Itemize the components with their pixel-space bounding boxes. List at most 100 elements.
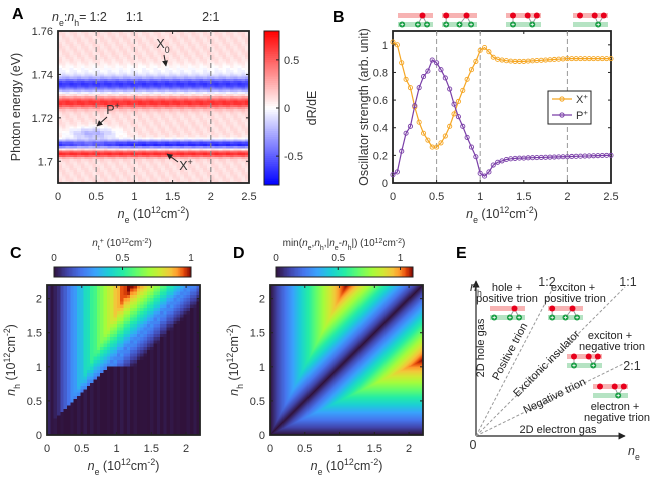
data-point: [482, 45, 488, 51]
plus-icon: [400, 22, 404, 27]
ratio-label: 1:2: [538, 275, 555, 289]
electron-icon: [597, 383, 603, 390]
axes-a: [57, 30, 250, 184]
particle-schematic: [506, 12, 541, 28]
plus-icon: [596, 22, 600, 27]
data-point: [447, 86, 453, 92]
plus-icon: [550, 315, 554, 320]
colorbar-label: dR/dE: [305, 91, 319, 126]
data-point: [434, 60, 440, 66]
y-axis-label: nh (1012cm-2): [2, 324, 22, 396]
y-tick-label: 1.72: [32, 113, 53, 125]
plus-icon: [616, 393, 620, 398]
region-label: positive trion: [476, 293, 538, 305]
electron-band: [548, 306, 583, 311]
data-point: [486, 49, 492, 55]
legend-box: [547, 90, 592, 125]
plus-icon: [492, 315, 496, 320]
particle-schematic: [593, 383, 628, 399]
x-tick-label: 2.5: [241, 191, 256, 203]
x-tick-label: 1.5: [144, 443, 159, 455]
electron-icon: [463, 12, 470, 19]
data-point: [438, 67, 444, 73]
line-label-positive-trion: Positive trion: [490, 321, 530, 382]
y-tick-label: 2: [259, 294, 265, 306]
origin-label: 0: [470, 438, 477, 452]
x-tick-label: 1.5: [367, 443, 382, 455]
data-point: [455, 98, 461, 105]
y-tick-label: 1.5: [27, 328, 42, 340]
colorbar-tick-label: 1: [398, 253, 404, 264]
hole-band: [593, 393, 628, 398]
series-p-plus: [390, 57, 614, 179]
y-tick-label: 0: [382, 178, 388, 190]
data-point: [399, 60, 405, 66]
x-tick-label: 0.5: [89, 191, 104, 203]
electron-icon: [577, 12, 583, 19]
data-point: [455, 114, 461, 120]
x-tick-label: 0: [44, 443, 50, 455]
region-label: exciton +: [588, 330, 632, 342]
colorbar-label: nt+ (1012cm-2): [92, 238, 152, 252]
x-tick-label: 0: [55, 191, 61, 203]
data-point: [490, 162, 496, 168]
plus-icon: [469, 22, 473, 27]
data-point: [460, 123, 466, 129]
region-label: negative trion: [579, 341, 645, 353]
colorbar-d: [276, 267, 413, 277]
x-tick-label: 1: [336, 443, 342, 455]
data-point: [468, 67, 475, 73]
hole-gas-label: 2D hole gas: [475, 318, 487, 377]
colorbar-tick-label: 0.5: [116, 253, 130, 264]
data-point: [416, 119, 422, 125]
series-line: [392, 41, 611, 148]
data-point: [442, 133, 448, 139]
data-point: [490, 54, 496, 60]
plus-icon: [425, 22, 429, 27]
electron-icon: [594, 353, 601, 360]
x-tick-label: 1: [113, 443, 119, 455]
series-line: [392, 59, 611, 177]
electron-icon: [510, 12, 516, 19]
region-label: positive trion: [544, 293, 606, 305]
data-point: [608, 152, 614, 158]
electron-icon: [571, 353, 577, 360]
electron-band: [567, 354, 602, 359]
plus-icon: [530, 22, 534, 27]
particle-schematic: [548, 305, 583, 321]
plus-icon: [511, 22, 515, 27]
data-point: [482, 173, 488, 179]
electron-icon: [419, 12, 426, 19]
data-point: [460, 87, 466, 93]
region-label: hole +: [492, 282, 522, 294]
annotation-x0: X0: [156, 37, 169, 55]
y-tick-label: 0.4: [373, 123, 388, 135]
data-point: [429, 57, 435, 63]
data-point: [442, 75, 448, 81]
x-tick-label: 0.5: [74, 443, 89, 455]
data-point: [499, 158, 505, 164]
colorbar-tick-label: -0.5: [284, 151, 303, 163]
colorbar-tick-label: 0: [51, 253, 57, 264]
colorbar-c: [54, 267, 191, 277]
plus-icon: [416, 22, 420, 27]
y-tick-label: 0: [259, 430, 265, 442]
panel-label: D: [233, 245, 245, 262]
data-point: [394, 42, 400, 48]
data-point: [477, 47, 483, 53]
hole-band: [573, 22, 608, 27]
electron-band: [573, 13, 608, 18]
annotation-x-plus: X+: [179, 157, 192, 173]
data-point: [486, 169, 492, 175]
data-point: [407, 85, 413, 91]
data-point: [416, 85, 422, 91]
electron-band: [506, 13, 541, 18]
ratio-label: 1:2: [90, 10, 107, 24]
ne-axis-label: ne: [628, 444, 640, 462]
y-tick-label: 0.6: [373, 95, 388, 107]
plus-icon: [563, 315, 568, 320]
series-x-plus: [390, 39, 614, 150]
colorbar-frame: [275, 266, 414, 278]
electron-icon: [611, 383, 618, 390]
